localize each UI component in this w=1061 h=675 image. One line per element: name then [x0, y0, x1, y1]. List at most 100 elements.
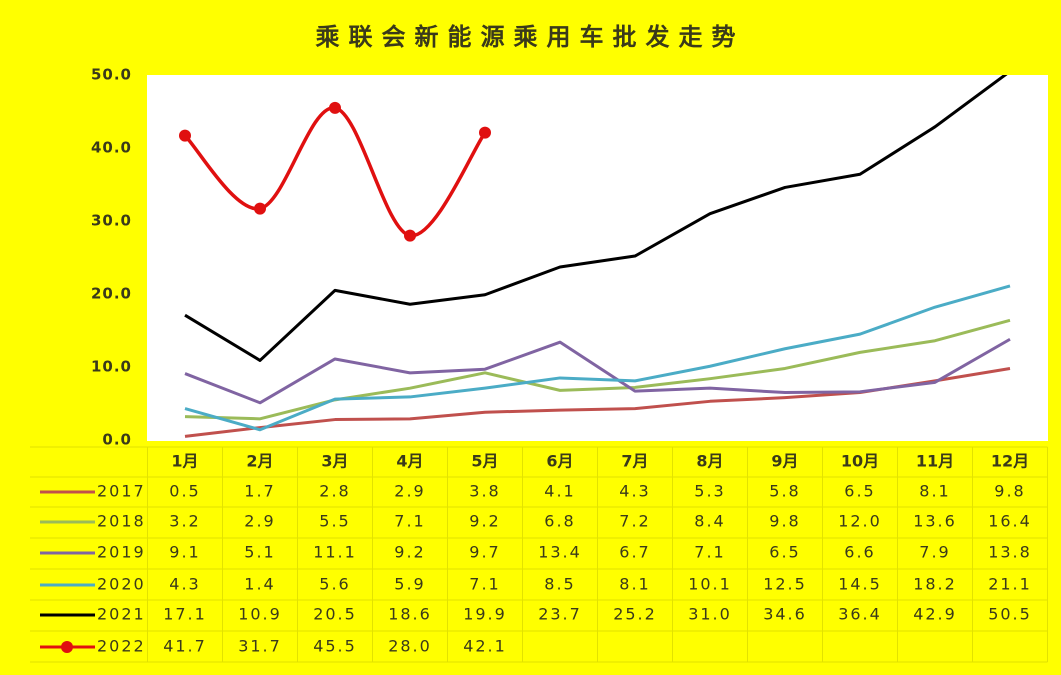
y-tick-label: 0.0 [102, 431, 132, 449]
legend-marker [61, 641, 73, 653]
table-value: 9.2 [394, 543, 425, 562]
table-value: 2.9 [394, 482, 425, 501]
legend-label: 2020 [97, 575, 146, 594]
table-value: 13.4 [538, 543, 582, 562]
table-value: 10.1 [688, 575, 732, 594]
table-value: 45.5 [313, 637, 357, 656]
x-tick-label: 1月 [171, 452, 198, 471]
table-value: 18.2 [913, 575, 957, 594]
table-value: 4.3 [169, 575, 200, 594]
table-value: 7.1 [394, 512, 425, 531]
chart-title: 乘联会新能源乘用车批发走势 [315, 23, 745, 51]
series-marker [329, 101, 341, 114]
table-value: 6.7 [619, 543, 650, 562]
table-value: 13.6 [913, 512, 957, 531]
table-value: 9.2 [469, 512, 500, 531]
table-value: 5.8 [769, 482, 800, 501]
x-tick-label: 3月 [321, 452, 348, 471]
table-value: 8.4 [694, 512, 725, 531]
x-tick-label: 2月 [246, 452, 273, 471]
table-value: 8.1 [619, 575, 650, 594]
table-value: 8.5 [544, 575, 575, 594]
table-value: 23.7 [538, 605, 582, 624]
table-value: 16.4 [988, 512, 1032, 531]
table-value: 18.6 [388, 605, 432, 624]
table-value: 5.6 [319, 575, 350, 594]
legend-label: 2019 [97, 543, 146, 562]
table-value: 11.1 [313, 543, 357, 562]
y-tick-label: 30.0 [91, 212, 132, 230]
series-marker [479, 126, 491, 139]
table-value: 20.5 [313, 605, 357, 624]
table-value: 6.5 [769, 543, 800, 562]
table-value: 42.9 [913, 605, 957, 624]
table-value: 9.8 [994, 482, 1025, 501]
table-value: 17.1 [163, 605, 207, 624]
table-value: 9.1 [169, 543, 200, 562]
table-value: 8.1 [919, 482, 950, 501]
legend-label: 2018 [97, 512, 146, 531]
table-value: 7.1 [694, 543, 725, 562]
table-value: 34.6 [763, 605, 807, 624]
series-line [184, 284, 1011, 432]
table-value: 25.2 [613, 605, 657, 624]
series-line [184, 75, 1008, 362]
y-tick-label: 20.0 [91, 285, 132, 303]
table-value: 31.0 [688, 605, 732, 624]
table-value: 7.9 [919, 543, 950, 562]
table-value: 21.1 [988, 575, 1032, 594]
x-tick-label: 4月 [396, 452, 423, 471]
table-value: 3.2 [169, 512, 200, 531]
series-marker [179, 129, 191, 142]
table-value: 41.7 [163, 637, 207, 656]
table-value: 4.1 [544, 482, 575, 501]
table-value: 10.9 [238, 605, 282, 624]
table-value: 1.4 [244, 575, 275, 594]
table-value: 5.1 [244, 543, 275, 562]
table-value: 5.5 [319, 512, 350, 531]
table-value: 36.4 [838, 605, 882, 624]
table-value: 13.8 [988, 543, 1032, 562]
table-value: 9.7 [469, 543, 500, 562]
legend-label: 2021 [97, 605, 146, 624]
table-value: 2.9 [244, 512, 275, 531]
table-value: 14.5 [838, 575, 882, 594]
y-tick-label: 40.0 [91, 139, 132, 157]
table-value: 28.0 [388, 637, 432, 656]
x-tick-label: 11月 [916, 452, 954, 471]
x-tick-label: 7月 [621, 452, 648, 471]
table-value: 6.6 [844, 543, 875, 562]
table-value: 7.2 [619, 512, 650, 531]
table-value: 4.3 [619, 482, 650, 501]
table-value: 50.5 [988, 605, 1032, 624]
table-value: 7.1 [469, 575, 500, 594]
table-value: 9.8 [769, 512, 800, 531]
table-value: 31.7 [238, 637, 282, 656]
series-marker [254, 202, 266, 215]
x-tick-label: 10月 [841, 452, 879, 471]
plot-lines [179, 75, 1011, 438]
x-tick-label: 12月 [991, 452, 1029, 471]
table-value: 2.8 [319, 482, 350, 501]
table-value: 12.5 [763, 575, 807, 594]
series-line [184, 337, 1011, 405]
table-value: 6.8 [544, 512, 575, 531]
x-tick-label: 8月 [696, 452, 723, 471]
y-tick-label: 50.0 [91, 66, 132, 84]
series-marker [404, 229, 416, 242]
x-tick-label: 5月 [471, 452, 498, 471]
table-value: 3.8 [469, 482, 500, 501]
legend-label: 2017 [97, 482, 146, 501]
x-tick-label: 6月 [546, 452, 573, 471]
table-value: 5.9 [394, 575, 425, 594]
table-value: 19.9 [463, 605, 507, 624]
table-value: 42.1 [463, 637, 507, 656]
table-value: 12.0 [838, 512, 882, 531]
y-tick-label: 10.0 [91, 358, 132, 376]
table-value: 6.5 [844, 482, 875, 501]
table-value: 0.5 [169, 482, 200, 501]
legend-label: 2022 [97, 637, 146, 656]
table-value: 1.7 [244, 482, 275, 501]
table-value: 5.3 [694, 482, 725, 501]
